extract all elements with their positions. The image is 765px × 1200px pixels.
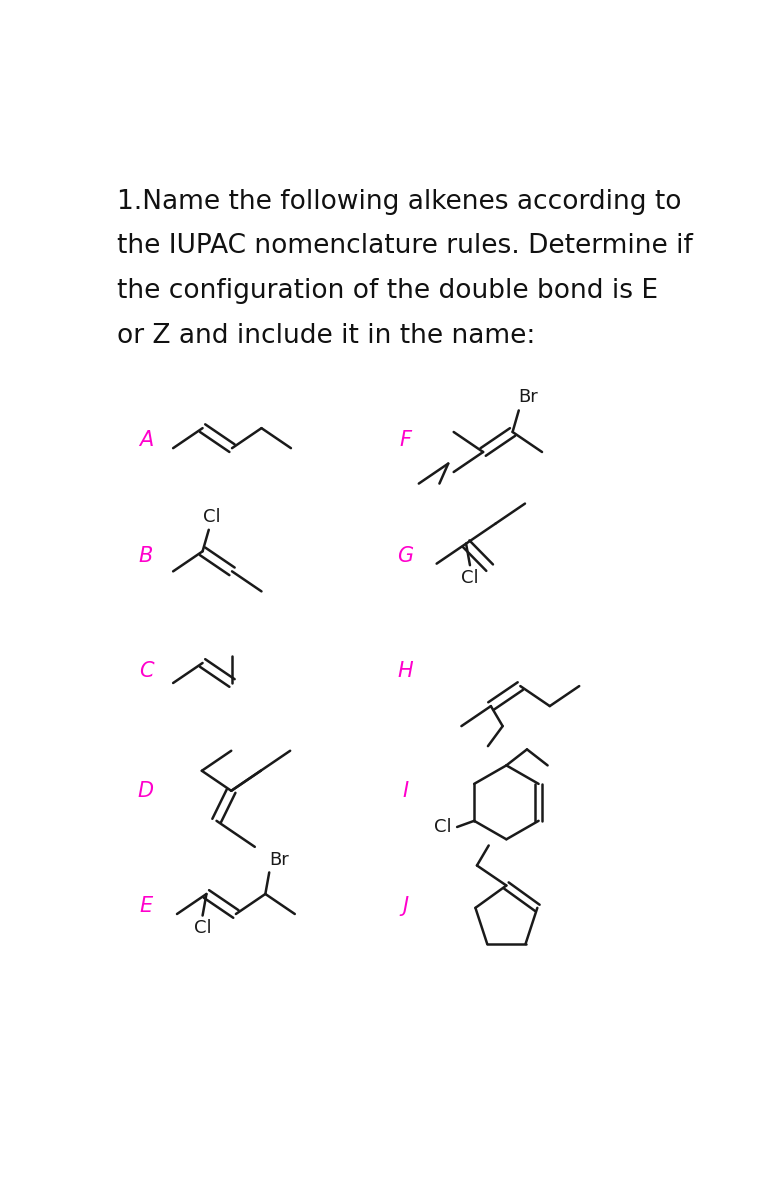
Text: J: J <box>402 896 409 917</box>
Text: F: F <box>399 431 412 450</box>
Text: Br: Br <box>269 851 289 869</box>
Text: I: I <box>402 781 409 800</box>
Text: the configuration of the double bond is E: the configuration of the double bond is … <box>117 278 659 304</box>
Text: B: B <box>138 546 153 566</box>
Text: C: C <box>138 661 153 682</box>
Text: or Z and include it in the name:: or Z and include it in the name: <box>117 323 535 349</box>
Text: Cl: Cl <box>435 818 452 836</box>
Text: the IUPAC nomenclature rules. Determine if: the IUPAC nomenclature rules. Determine … <box>117 233 693 259</box>
Text: Cl: Cl <box>461 569 479 587</box>
Text: Cl: Cl <box>203 509 220 527</box>
Text: A: A <box>139 431 153 450</box>
Text: D: D <box>138 781 154 800</box>
Text: Cl: Cl <box>194 919 211 937</box>
Text: G: G <box>398 546 414 566</box>
Text: Br: Br <box>518 389 538 407</box>
Text: 1.Name the following alkenes according to: 1.Name the following alkenes according t… <box>117 188 682 215</box>
Text: H: H <box>398 661 414 682</box>
Text: E: E <box>139 896 153 917</box>
